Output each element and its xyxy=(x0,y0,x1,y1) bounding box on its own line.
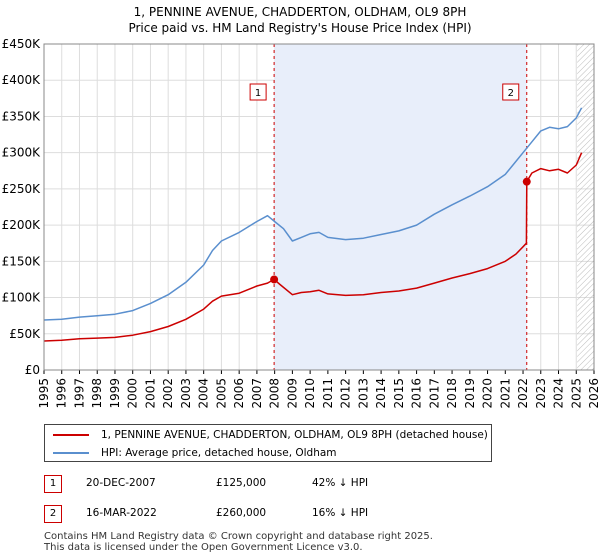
x-tick-label: 2012 xyxy=(339,378,353,409)
forecast-hatch xyxy=(577,44,594,370)
x-tick-label: 2014 xyxy=(374,378,388,409)
chart-legend: 1, PENNINE AVENUE, CHADDERTON, OLDHAM, O… xyxy=(44,424,492,462)
legend-item-hpi: HPI: Average price, detached house, Oldh… xyxy=(53,444,337,462)
x-tick-label: 2001 xyxy=(143,378,157,409)
legend-item-property: 1, PENNINE AVENUE, CHADDERTON, OLDHAM, O… xyxy=(53,426,488,444)
x-tick-label: 2008 xyxy=(268,378,282,409)
legend-label-hpi: HPI: Average price, detached house, Oldh… xyxy=(101,447,337,459)
chart-title: 1, PENNINE AVENUE, CHADDERTON, OLDHAM, O… xyxy=(0,4,600,36)
x-tick-label: 2017 xyxy=(427,378,441,409)
x-tick-label: 2016 xyxy=(410,378,424,409)
x-tick-label: 2025 xyxy=(569,378,583,409)
sale-point xyxy=(270,275,279,284)
transaction-number-badge: 2 xyxy=(44,505,62,523)
footer-attribution: Contains HM Land Registry data © Crown c… xyxy=(44,531,433,553)
x-tick-label: 2023 xyxy=(534,378,548,409)
transaction-date: 20-DEC-2007 xyxy=(86,477,156,489)
x-tick-label: 2007 xyxy=(250,378,264,409)
y-tick-label: £0 xyxy=(25,363,40,377)
transaction-price: £260,000 xyxy=(216,507,267,519)
x-tick-label: 2011 xyxy=(321,378,335,409)
x-tick-label: 1998 xyxy=(90,378,104,409)
x-tick-label: 1996 xyxy=(55,378,69,409)
x-tick-label: 2018 xyxy=(445,378,459,409)
x-tick-label: 2024 xyxy=(552,378,566,409)
transaction-date: 16-MAR-2022 xyxy=(86,507,157,519)
x-tick-label: 2026 xyxy=(587,378,600,409)
transaction-number-badge: 1 xyxy=(44,475,62,493)
x-tick-label: 2021 xyxy=(498,378,512,409)
sale-marker-box xyxy=(249,83,267,101)
x-tick-label: 2020 xyxy=(481,378,495,409)
y-tick-label: £100K xyxy=(2,291,42,305)
x-tick-label: 2009 xyxy=(285,378,299,409)
legend-swatch-property xyxy=(53,434,89,436)
sale-marker-label: 2 xyxy=(508,88,514,99)
x-tick-label: 2004 xyxy=(197,378,211,409)
x-tick-label: 2002 xyxy=(161,378,175,409)
y-tick-label: £50K xyxy=(9,327,41,341)
y-tick-label: £200K xyxy=(2,218,42,232)
legend-swatch-hpi xyxy=(53,452,89,454)
title-line-2: Price paid vs. HM Land Registry's House … xyxy=(128,21,472,35)
x-tick-label: 1997 xyxy=(72,378,86,409)
plot-border xyxy=(43,43,595,371)
y-tick-label: £150K xyxy=(2,254,42,268)
y-tick-label: £400K xyxy=(2,73,42,87)
legend-label-property: 1, PENNINE AVENUE, CHADDERTON, OLDHAM, O… xyxy=(101,429,488,441)
x-tick-label: 2005 xyxy=(214,378,228,409)
sale-marker-label: 1 xyxy=(255,88,261,99)
x-tick-label: 2003 xyxy=(179,378,193,409)
sale-period-shade xyxy=(274,44,527,370)
footer-line-1: Contains HM Land Registry data © Crown c… xyxy=(44,531,433,542)
footer-line-2: This data is licensed under the Open Gov… xyxy=(44,542,363,553)
title-line-1: 1, PENNINE AVENUE, CHADDERTON, OLDHAM, O… xyxy=(133,5,467,19)
hpi-line xyxy=(43,107,583,321)
x-tick-label: 2022 xyxy=(516,378,530,409)
y-tick-label: £250K xyxy=(2,182,42,196)
y-tick-label: £350K xyxy=(2,109,42,123)
price-chart: £0 £50K £100K £150K £200K £250K £300K £350K £400… xyxy=(2,37,600,409)
transaction-hpi-diff: 16% ↓ HPI xyxy=(312,507,369,519)
x-tick-label: 2006 xyxy=(232,378,246,409)
x-tick-label: 2013 xyxy=(356,378,370,409)
y-tick-label: £450K xyxy=(2,37,42,51)
y-tick-label: £300K xyxy=(2,146,42,160)
sale-marker-box xyxy=(502,83,520,101)
transaction-hpi-diff: 42% ↓ HPI xyxy=(312,477,369,489)
x-tick-label: 1995 xyxy=(37,378,51,409)
x-tick-label: 2015 xyxy=(392,378,406,409)
x-tick-label: 2019 xyxy=(463,378,477,409)
sale-point xyxy=(522,177,531,186)
transaction-price: £125,000 xyxy=(216,477,267,489)
x-tick-label: 2000 xyxy=(126,378,140,409)
x-tick-label: 1999 xyxy=(108,378,122,409)
x-tick-label: 2010 xyxy=(303,378,317,409)
